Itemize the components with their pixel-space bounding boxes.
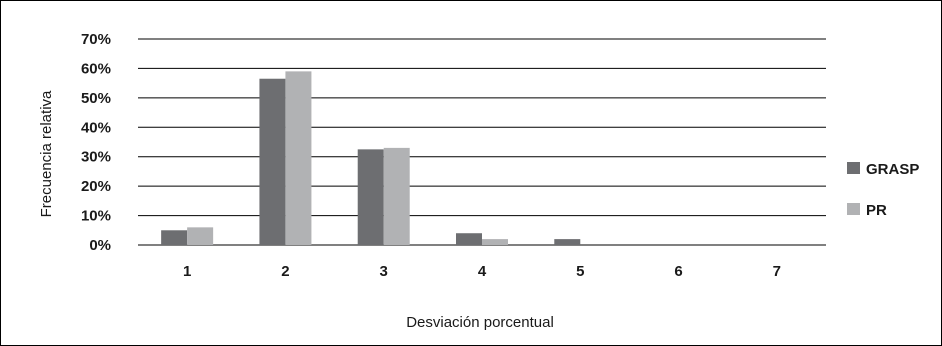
- x-tick-label: 4: [478, 263, 487, 280]
- x-axis-ticks: 1 2 3 4 5 6 7: [183, 263, 781, 280]
- y-tick-label: 30%: [81, 149, 111, 166]
- legend-label-pr: PR: [866, 202, 887, 219]
- bar-grasp-1: [161, 230, 188, 245]
- legend-swatch-pr: [847, 203, 860, 215]
- y-axis-title: Frecuencia relativa: [38, 90, 55, 217]
- y-tick-label: 50%: [81, 90, 111, 107]
- y-tick-label: 10%: [81, 208, 111, 225]
- bar-pr-1: [187, 227, 214, 245]
- y-axis-ticks: 0% 10% 20% 30% 40% 50% 60% 70%: [81, 31, 111, 254]
- bar-pr-3: [383, 147, 410, 245]
- gridlines: [138, 38, 826, 246]
- bar-pr-4: [482, 239, 508, 245]
- bars: [161, 71, 581, 245]
- legend-swatch-grasp: [847, 162, 860, 174]
- x-axis-title: Desviación porcentual: [406, 314, 554, 331]
- bar-grasp-4: [456, 233, 482, 245]
- y-tick-label: 0%: [89, 237, 111, 254]
- bar-grasp-3: [357, 149, 384, 245]
- x-tick-label: 1: [183, 263, 191, 280]
- y-tick-label: 40%: [81, 119, 111, 136]
- bar-grasp-5: [554, 239, 581, 245]
- x-tick-label: 2: [281, 263, 289, 280]
- x-tick-label: 7: [773, 263, 781, 280]
- bar-grasp-2: [259, 78, 286, 245]
- y-tick-label: 60%: [81, 60, 111, 77]
- x-tick-label: 6: [674, 263, 682, 280]
- legend-label-grasp: GRASP: [866, 161, 919, 178]
- legend: GRASP PR: [847, 161, 919, 219]
- x-tick-label: 5: [576, 263, 584, 280]
- x-tick-label: 3: [380, 263, 388, 280]
- y-tick-label: 20%: [81, 178, 111, 195]
- bar-pr-2: [285, 71, 312, 245]
- y-tick-label: 70%: [81, 31, 111, 48]
